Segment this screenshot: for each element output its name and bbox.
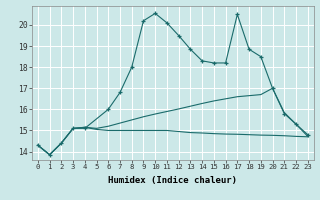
X-axis label: Humidex (Indice chaleur): Humidex (Indice chaleur) [108, 176, 237, 185]
